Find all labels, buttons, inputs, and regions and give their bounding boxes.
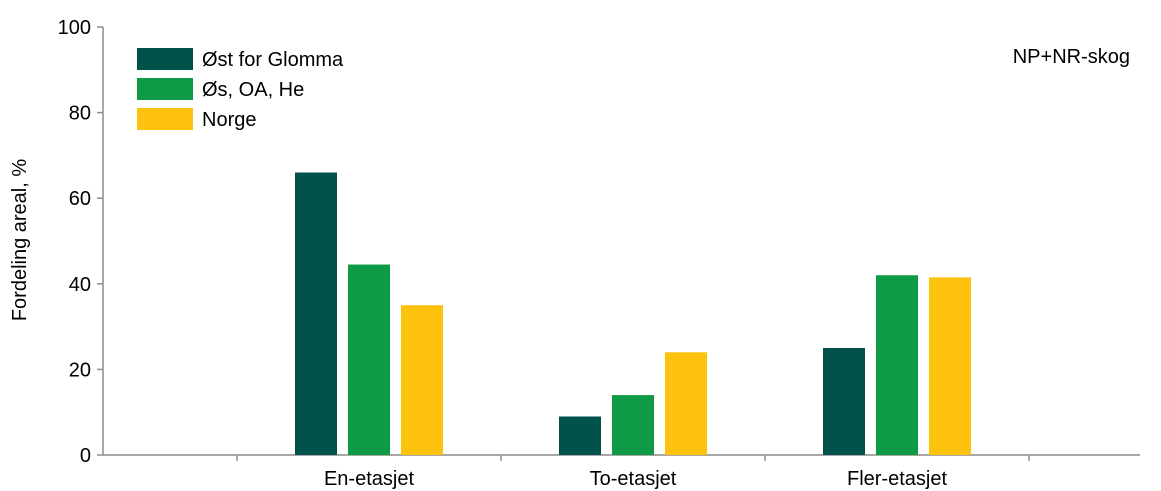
legend-label: Øst for Glomma	[202, 49, 344, 71]
bar-1-2	[559, 416, 601, 455]
y-tick-label: 40	[69, 274, 91, 296]
y-tick-label: 20	[69, 359, 91, 381]
annotation-label: NP+NR-skog	[1013, 46, 1130, 68]
legend-swatch	[137, 78, 193, 100]
bars	[295, 172, 971, 455]
bar-3-2	[665, 352, 707, 455]
x-category-label: Fler-etasjet	[847, 468, 947, 490]
legend-swatch	[137, 48, 193, 70]
x-axis: En-etasjet To-etasjet Fler-etasjet	[103, 454, 1140, 490]
bar-1-3	[823, 348, 865, 455]
legend-swatch	[137, 108, 193, 130]
bar-1-1	[295, 172, 337, 455]
y-tick-label: 100	[58, 17, 91, 39]
bar-3-3	[929, 277, 971, 455]
bar-3-1	[401, 305, 443, 455]
y-tick-label: 80	[69, 103, 91, 125]
legend-label: Norge	[202, 109, 256, 131]
y-tick-label: 60	[69, 188, 91, 210]
y-axis-title: Fordeling areal, %	[9, 159, 31, 322]
x-category-label: To-etasjet	[590, 468, 677, 490]
y-axis: 0 20 40 60 80 100	[58, 17, 104, 467]
y-tick-label: 0	[80, 445, 91, 467]
bar-2-2	[612, 395, 654, 455]
x-category-label: En-etasjet	[324, 468, 414, 490]
bar-2-3	[876, 275, 918, 455]
bar-2-1	[348, 264, 390, 455]
legend-label: Øs, OA, He	[202, 79, 304, 101]
legend: Øst for Glomma Øs, OA, He Norge	[137, 48, 344, 131]
